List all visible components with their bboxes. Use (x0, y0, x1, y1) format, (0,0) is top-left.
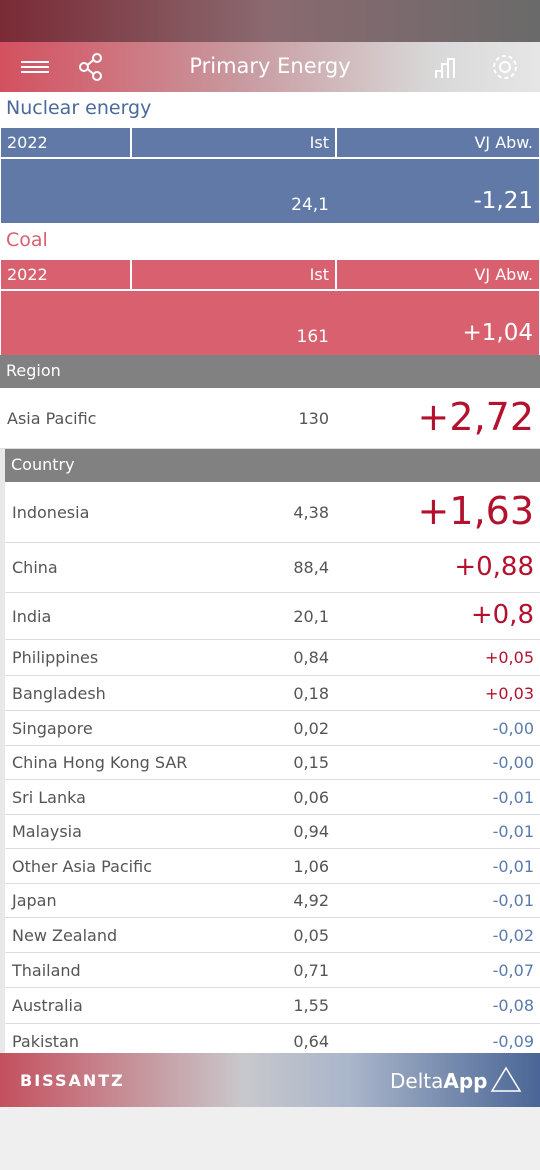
row-delta: +0,03 (484, 683, 534, 703)
chart-button[interactable] (434, 56, 466, 80)
row-name: Malaysia (12, 822, 82, 841)
row-name: Thailand (12, 960, 81, 980)
kpi-delta: +1,04 (462, 320, 533, 346)
row-ist: 1,55 (293, 996, 329, 1015)
kpi-title: Coal (6, 229, 48, 251)
row-name: India (12, 606, 52, 626)
row-ist: 0,94 (293, 822, 329, 841)
row-delta: -0,01 (492, 856, 534, 876)
row-name: China Hong Kong SAR (12, 753, 188, 772)
data-row: Thailand 0,71 -0,07 (5, 953, 540, 988)
kpi-ist: 161 (296, 327, 329, 347)
row-name: Other Asia Pacific (12, 856, 152, 876)
row-name: Bangladesh (12, 683, 106, 703)
data-row: Bangladesh 0,18 +0,03 (5, 676, 540, 711)
row-name: New Zealand (12, 925, 118, 945)
row-name: Philippines (12, 648, 99, 667)
header-cell: VJ Abw. (336, 127, 540, 158)
row-ist: 4,38 (293, 502, 329, 522)
status-bar (0, 0, 540, 42)
row-ist: 88,4 (293, 558, 329, 577)
row-ist: 0,18 (293, 683, 329, 703)
title: Primary Energy (189, 54, 351, 78)
kpi-value-row (0, 158, 540, 224)
row-delta: -0,07 (492, 960, 534, 980)
data-row: Malaysia 0,94 -0,01 (5, 815, 540, 849)
row-delta: -0,01 (492, 787, 534, 807)
row-ist: 0,02 (293, 718, 329, 738)
row-delta: -0,01 (492, 822, 534, 842)
row-ist: 4,92 (293, 891, 329, 910)
data-row: China 88,4 +0,88 (5, 543, 540, 593)
section-label: Country (11, 455, 75, 474)
section-header: Country (5, 449, 540, 482)
data-row: Indonesia 4,38 +1,63 (5, 482, 540, 543)
row-ist: 1,06 (293, 856, 329, 876)
data-row: Other Asia Pacific 1,06 -0,01 (5, 849, 540, 884)
content: Nuclear energy 2022 Ist VJ Abw. 24,1 -1,21 Coa… (0, 92, 540, 1053)
row-delta: -0,08 (492, 996, 534, 1016)
app-logo (490, 1066, 522, 1092)
row-ist: 0,15 (293, 753, 329, 772)
row-name: Pakistan (12, 1031, 79, 1051)
menu-button[interactable] (18, 56, 52, 78)
row-delta: +0,05 (484, 648, 534, 668)
row-ist: 130 (298, 408, 329, 428)
row-delta: -0,01 (492, 891, 534, 911)
data-row: Australia 1,55 -0,08 (5, 988, 540, 1024)
kpi-title: Nuclear energy (6, 97, 152, 119)
data-row: China Hong Kong SAR 0,15 -0,00 (5, 746, 540, 780)
side-rule (0, 449, 5, 1053)
data-row: Sri Lanka 0,06 -0,01 (5, 780, 540, 815)
row-name: Singapore (12, 718, 93, 738)
data-row: Pakistan 0,64 -0,09 (5, 1024, 540, 1053)
row-ist: 20,1 (293, 606, 329, 626)
row-name: China (12, 558, 58, 577)
kpi-value-row (0, 290, 540, 356)
row-name: Sri Lanka (12, 787, 86, 807)
row-ist: 0,71 (293, 960, 329, 980)
row-delta: +0,88 (454, 551, 534, 582)
row-delta: +2,72 (417, 394, 534, 439)
share-button[interactable] (77, 52, 105, 82)
app-bar: Primary Energy (0, 42, 540, 92)
row-ist: 0,06 (293, 787, 329, 807)
row-ist: 0,05 (293, 925, 329, 945)
header-cell: VJ Abw. (336, 259, 540, 290)
app-name-light: Delta (390, 1069, 444, 1093)
row-delta: -0,02 (492, 925, 534, 945)
row-delta: +0,8 (470, 600, 534, 631)
data-row: India 20,1 +0,8 (5, 593, 540, 640)
section-header: Region (0, 355, 540, 388)
data-row: Asia Pacific 130 +2,72 (0, 388, 540, 449)
row-delta: -0,09 (492, 1031, 534, 1051)
row-name: Indonesia (12, 502, 90, 522)
brand: BISSANTZ (20, 1071, 125, 1090)
footer: BISSANTZ DeltaApp (0, 1053, 540, 1107)
data-row: New Zealand 0,05 -0,02 (5, 918, 540, 953)
header-cell: Ist (131, 259, 336, 290)
row-ist: 0,84 (293, 648, 329, 667)
row-ist: 0,64 (293, 1031, 329, 1051)
kpi-ist: 24,1 (291, 195, 329, 215)
app-name: DeltaApp (390, 1069, 487, 1093)
header-cell: Ist (131, 127, 336, 158)
row-name: Asia Pacific (7, 408, 97, 428)
row-delta: -0,00 (492, 753, 534, 773)
data-row: Philippines 0,84 +0,05 (5, 640, 540, 676)
row-name: Australia (12, 996, 83, 1015)
app-name-bold: App (443, 1069, 488, 1093)
row-delta: -0,00 (492, 718, 534, 738)
header-cell: 2022 (0, 259, 131, 290)
data-row: Japan 4,92 -0,01 (5, 884, 540, 918)
settings-button[interactable] (490, 52, 520, 82)
row-name: Japan (12, 891, 57, 910)
kpi-delta: -1,21 (473, 188, 533, 214)
header-cell: 2022 (0, 127, 131, 158)
data-row: Singapore 0,02 -0,00 (5, 711, 540, 746)
section-label: Region (6, 361, 61, 380)
row-delta: +1,63 (417, 488, 534, 533)
